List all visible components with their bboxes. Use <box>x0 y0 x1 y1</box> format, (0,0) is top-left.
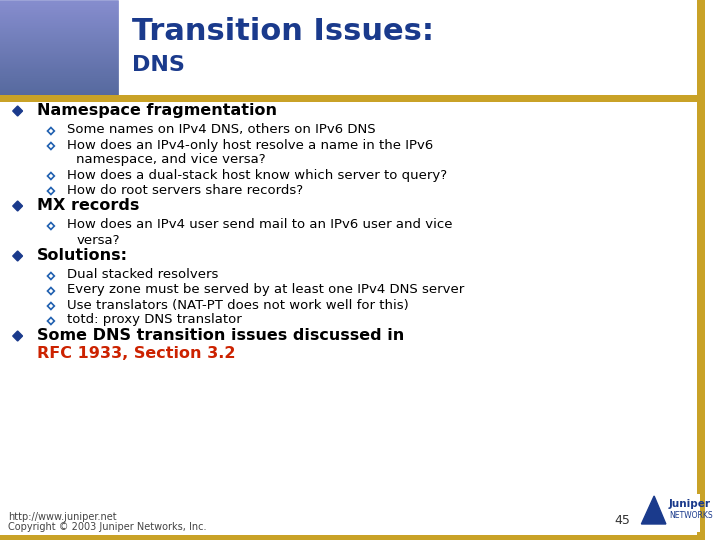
Polygon shape <box>48 302 54 309</box>
Text: Copyright © 2003 Juniper Networks, Inc.: Copyright © 2003 Juniper Networks, Inc. <box>8 522 207 532</box>
Text: Dual stacked resolvers: Dual stacked resolvers <box>66 268 218 281</box>
Polygon shape <box>48 222 54 230</box>
Polygon shape <box>13 201 22 211</box>
Text: Transition Issues:: Transition Issues: <box>132 17 434 46</box>
Text: versa?: versa? <box>76 233 120 246</box>
Text: How do root servers share records?: How do root servers share records? <box>66 184 302 197</box>
Polygon shape <box>48 172 54 179</box>
Polygon shape <box>48 187 54 194</box>
Text: http://www.juniper.net: http://www.juniper.net <box>8 512 117 522</box>
Text: Some names on IPv4 DNS, others on IPv6 DNS: Some names on IPv4 DNS, others on IPv6 D… <box>66 124 375 137</box>
Text: Use translators (NAT-PT does not work well for this): Use translators (NAT-PT does not work we… <box>66 299 408 312</box>
FancyBboxPatch shape <box>0 0 697 95</box>
FancyBboxPatch shape <box>697 0 705 540</box>
Text: 45: 45 <box>614 514 630 527</box>
FancyBboxPatch shape <box>636 494 700 532</box>
Text: Namespace fragmentation: Namespace fragmentation <box>37 103 277 118</box>
Text: How does an IPv4-only host resolve a name in the IPv6: How does an IPv4-only host resolve a nam… <box>66 138 433 152</box>
Polygon shape <box>48 287 54 294</box>
Polygon shape <box>642 496 666 524</box>
Polygon shape <box>48 273 54 280</box>
Text: MX records: MX records <box>37 198 140 213</box>
Text: How does an IPv4 user send mail to an IPv6 user and vice: How does an IPv4 user send mail to an IP… <box>66 219 452 232</box>
Polygon shape <box>13 106 22 116</box>
Text: How does a dual-stack host know which server to query?: How does a dual-stack host know which se… <box>66 168 446 181</box>
FancyBboxPatch shape <box>0 95 697 102</box>
Text: totd: proxy DNS translator: totd: proxy DNS translator <box>66 314 241 327</box>
Text: RFC 1933, Section 3.2: RFC 1933, Section 3.2 <box>37 346 235 361</box>
Text: DNS: DNS <box>132 55 185 75</box>
Text: Every zone must be served by at least one IPv4 DNS server: Every zone must be served by at least on… <box>66 284 464 296</box>
Polygon shape <box>48 318 54 325</box>
Text: Juniper: Juniper <box>669 499 711 509</box>
Text: Some DNS transition issues discussed in: Some DNS transition issues discussed in <box>37 327 405 342</box>
Text: NETWORKS: NETWORKS <box>669 511 713 521</box>
Polygon shape <box>13 251 22 261</box>
FancyBboxPatch shape <box>0 535 705 540</box>
Text: namespace, and vice versa?: namespace, and vice versa? <box>76 153 266 166</box>
Polygon shape <box>13 331 22 341</box>
Polygon shape <box>48 143 54 150</box>
Text: Solutions:: Solutions: <box>37 247 128 262</box>
Polygon shape <box>48 127 54 134</box>
